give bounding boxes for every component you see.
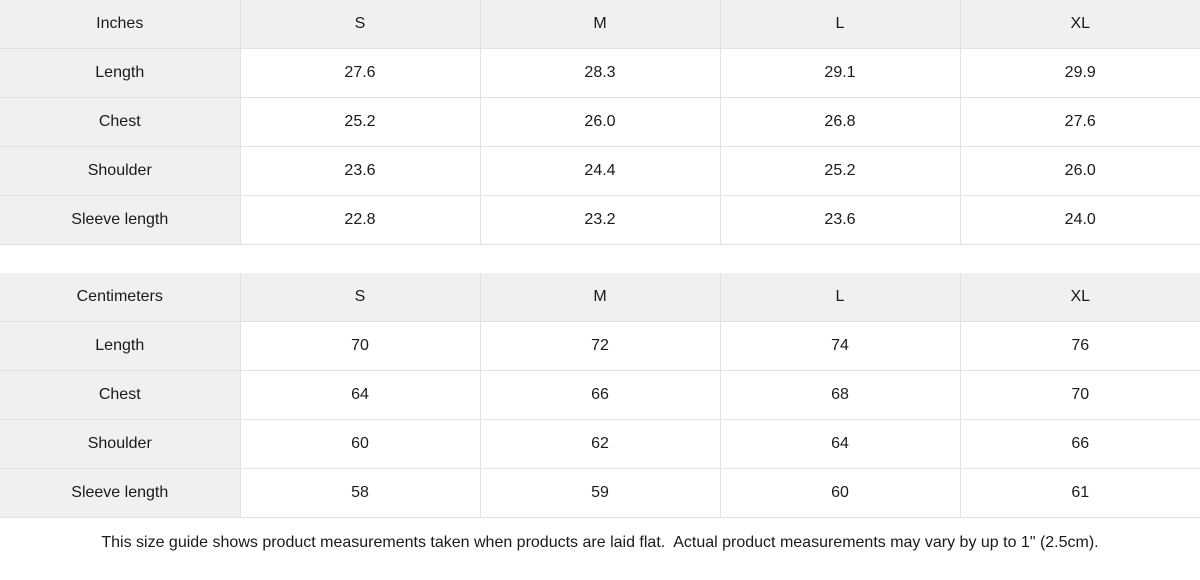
- value-cell: 59: [479, 468, 721, 518]
- table-row-shoulder: Shoulder 23.6 24.4 25.2 26.0: [0, 146, 1200, 196]
- size-header-cell-m: M: [479, 273, 721, 322]
- value-cell: 23.2: [479, 195, 721, 245]
- table-row-length: Length 70 72 74 76: [0, 321, 1200, 371]
- value-cell: 64: [719, 419, 961, 469]
- row-label-cell: Length: [0, 48, 241, 98]
- value-cell: 23.6: [239, 146, 481, 196]
- value-cell: 24.0: [959, 195, 1200, 245]
- row-label-cell: Length: [0, 321, 241, 371]
- table-row-chest: Chest 25.2 26.0 26.8 27.6: [0, 97, 1200, 147]
- table-row-chest: Chest 64 66 68 70: [0, 370, 1200, 420]
- table-row-sleeve-length: Sleeve length 58 59 60 61: [0, 468, 1200, 518]
- size-header-cell-xl: XL: [959, 0, 1200, 49]
- row-label-cell: Shoulder: [0, 419, 241, 469]
- size-header-cell-m: M: [479, 0, 721, 49]
- centimeters-header-row: Centimeters S M L XL: [0, 273, 1200, 322]
- size-guide-note: This size guide shows product measuremen…: [0, 518, 1200, 567]
- table-row-sleeve-length: Sleeve length 22.8 23.2 23.6 24.0: [0, 195, 1200, 245]
- inches-header-row: Inches S M L XL: [0, 0, 1200, 49]
- value-cell: 26.0: [479, 97, 721, 147]
- size-header-cell-l: L: [719, 0, 961, 49]
- value-cell: 25.2: [239, 97, 481, 147]
- value-cell: 60: [239, 419, 481, 469]
- row-label-cell: Chest: [0, 97, 241, 147]
- value-cell: 76: [959, 321, 1200, 371]
- size-header-cell-s: S: [239, 0, 481, 49]
- inches-unit-header-cell: Inches: [0, 0, 241, 49]
- size-header-cell-s: S: [239, 273, 481, 322]
- value-cell: 26.8: [719, 97, 961, 147]
- table-row-length: Length 27.6 28.3 29.1 29.9: [0, 48, 1200, 98]
- value-cell: 72: [479, 321, 721, 371]
- value-cell: 70: [959, 370, 1200, 420]
- value-cell: 27.6: [239, 48, 481, 98]
- value-cell: 70: [239, 321, 481, 371]
- value-cell: 66: [959, 419, 1200, 469]
- value-cell: 29.1: [719, 48, 961, 98]
- size-table-centimeters: Centimeters S M L XL Length 70 72 74 76 …: [0, 273, 1200, 518]
- table-gap-spacer: [0, 245, 1200, 273]
- value-cell: 24.4: [479, 146, 721, 196]
- row-label-cell: Chest: [0, 370, 241, 420]
- value-cell: 27.6: [959, 97, 1200, 147]
- centimeters-unit-header-cell: Centimeters: [0, 273, 241, 322]
- value-cell: 22.8: [239, 195, 481, 245]
- size-table-inches: Inches S M L XL Length 27.6 28.3 29.1 29…: [0, 0, 1200, 245]
- value-cell: 68: [719, 370, 961, 420]
- value-cell: 28.3: [479, 48, 721, 98]
- row-label-cell: Shoulder: [0, 146, 241, 196]
- value-cell: 66: [479, 370, 721, 420]
- value-cell: 23.6: [719, 195, 961, 245]
- size-header-cell-xl: XL: [959, 273, 1200, 322]
- value-cell: 25.2: [719, 146, 961, 196]
- value-cell: 62: [479, 419, 721, 469]
- table-row-shoulder: Shoulder 60 62 64 66: [0, 419, 1200, 469]
- value-cell: 74: [719, 321, 961, 371]
- value-cell: 61: [959, 468, 1200, 518]
- size-header-cell-l: L: [719, 273, 961, 322]
- value-cell: 60: [719, 468, 961, 518]
- value-cell: 58: [239, 468, 481, 518]
- row-label-cell: Sleeve length: [0, 195, 241, 245]
- value-cell: 29.9: [959, 48, 1200, 98]
- value-cell: 26.0: [959, 146, 1200, 196]
- row-label-cell: Sleeve length: [0, 468, 241, 518]
- value-cell: 64: [239, 370, 481, 420]
